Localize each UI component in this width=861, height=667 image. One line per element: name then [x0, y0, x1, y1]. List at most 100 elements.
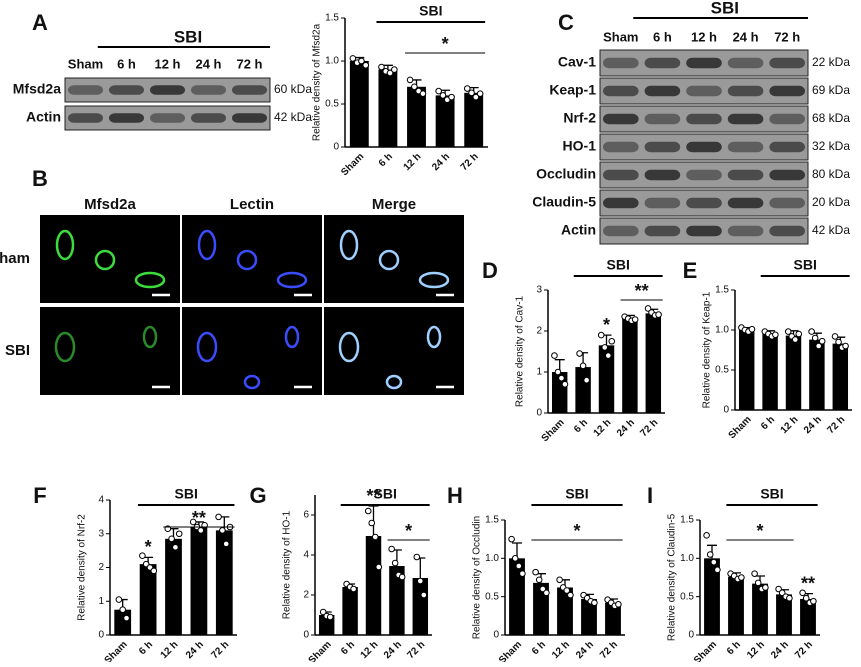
- data-point: [811, 334, 819, 342]
- data-point: [419, 90, 427, 97]
- data-point: [168, 535, 175, 543]
- vessel: [134, 271, 166, 289]
- band: [769, 85, 805, 97]
- x-tick-label: 24 h: [769, 639, 791, 661]
- vessel: [338, 331, 360, 363]
- data-point: [476, 90, 484, 97]
- band: [603, 225, 639, 237]
- data-point: [631, 316, 639, 323]
- x-tick-label: 72 h: [209, 639, 231, 661]
- size-label: 42 kDa: [274, 110, 312, 124]
- data-point: [751, 570, 758, 577]
- lane-label: 24 h: [195, 56, 221, 71]
- data-point: [123, 614, 130, 622]
- data-point: [115, 596, 123, 603]
- bar: [389, 566, 405, 635]
- band: [603, 197, 639, 209]
- micrograph: [182, 307, 322, 395]
- data-point: [386, 69, 394, 77]
- band: [686, 197, 722, 209]
- vessel: [418, 271, 450, 289]
- data-point: [583, 376, 590, 384]
- x-tick-label: 6 h: [572, 417, 590, 435]
- y-tick-label: 0.5: [485, 591, 499, 602]
- band: [232, 113, 267, 123]
- row-label: Actin: [26, 109, 61, 125]
- significance: *: [145, 537, 152, 557]
- data-point: [608, 337, 616, 345]
- data-point: [591, 599, 598, 607]
- band: [644, 57, 681, 69]
- data-point: [350, 585, 357, 593]
- bar: [114, 609, 132, 635]
- bar: [342, 587, 358, 635]
- data-point: [371, 533, 379, 541]
- data-point: [364, 507, 372, 515]
- group-label: SBI: [607, 257, 630, 273]
- y-tick-label: 0: [98, 630, 104, 641]
- data-point: [413, 553, 421, 561]
- row-label: Mfsd2a: [13, 81, 61, 97]
- bar: [365, 536, 382, 635]
- x-tick-label: 12 h: [779, 414, 801, 436]
- data-point: [714, 566, 721, 574]
- data-point: [710, 558, 718, 566]
- x-tick-label: 12 h: [402, 151, 424, 173]
- band: [644, 169, 681, 181]
- vessel: [378, 249, 400, 271]
- x-tick-label: Sham: [540, 417, 567, 444]
- bar: [435, 95, 455, 147]
- bar: [622, 318, 638, 413]
- y-tick-label: 0: [333, 142, 339, 153]
- row-label: Nrf-2: [563, 110, 596, 126]
- data-point: [791, 336, 799, 343]
- data-point: [835, 338, 842, 346]
- data-point: [411, 83, 418, 91]
- data-point: [119, 606, 126, 613]
- row-label: Keap-1: [549, 82, 596, 98]
- vessel: [276, 271, 308, 289]
- data-point: [319, 608, 327, 616]
- data-point: [842, 342, 849, 350]
- size-label: 32 kDa: [812, 139, 850, 153]
- band: [769, 141, 805, 153]
- band: [150, 85, 185, 95]
- bar: [464, 92, 484, 147]
- micrograph: [324, 307, 464, 395]
- data-point: [515, 562, 523, 570]
- row-label: HO-1: [563, 138, 597, 154]
- x-tick-label: 72 h: [793, 639, 815, 661]
- y-tick-label: 1.0: [715, 325, 729, 336]
- bar: [776, 594, 792, 635]
- y-axis-label: Relative density of Keap-1: [702, 291, 713, 408]
- size-label: 60 kDa: [274, 82, 312, 96]
- data-point: [391, 66, 398, 73]
- data-point: [551, 352, 558, 359]
- band: [769, 197, 805, 209]
- x-tick-label: 24 h: [615, 417, 637, 439]
- band: [727, 85, 764, 97]
- row-label: Claudin-5: [532, 194, 596, 210]
- column-label: Merge: [372, 196, 416, 213]
- data-point: [558, 374, 565, 382]
- band: [191, 85, 226, 95]
- band: [109, 113, 144, 123]
- bar: [165, 538, 182, 635]
- data-point: [762, 584, 769, 591]
- x-tick-label: Sham: [727, 414, 754, 441]
- data-point: [406, 76, 414, 84]
- row-label: Actin: [561, 222, 596, 238]
- data-point: [808, 328, 815, 335]
- data-point: [556, 576, 563, 584]
- data-point: [511, 555, 519, 562]
- y-tick-label: 0.5: [680, 591, 694, 602]
- y-axis-label: Relative density of Cav-1: [515, 295, 526, 407]
- band: [769, 225, 805, 237]
- band: [68, 113, 103, 123]
- micrograph: [40, 307, 180, 395]
- y-axis-label: Relative density of Claudin-5: [667, 513, 678, 641]
- data-point: [172, 543, 179, 551]
- size-label: 69 kDa: [812, 83, 850, 97]
- y-tick-label: 4: [303, 550, 309, 561]
- band: [727, 169, 764, 181]
